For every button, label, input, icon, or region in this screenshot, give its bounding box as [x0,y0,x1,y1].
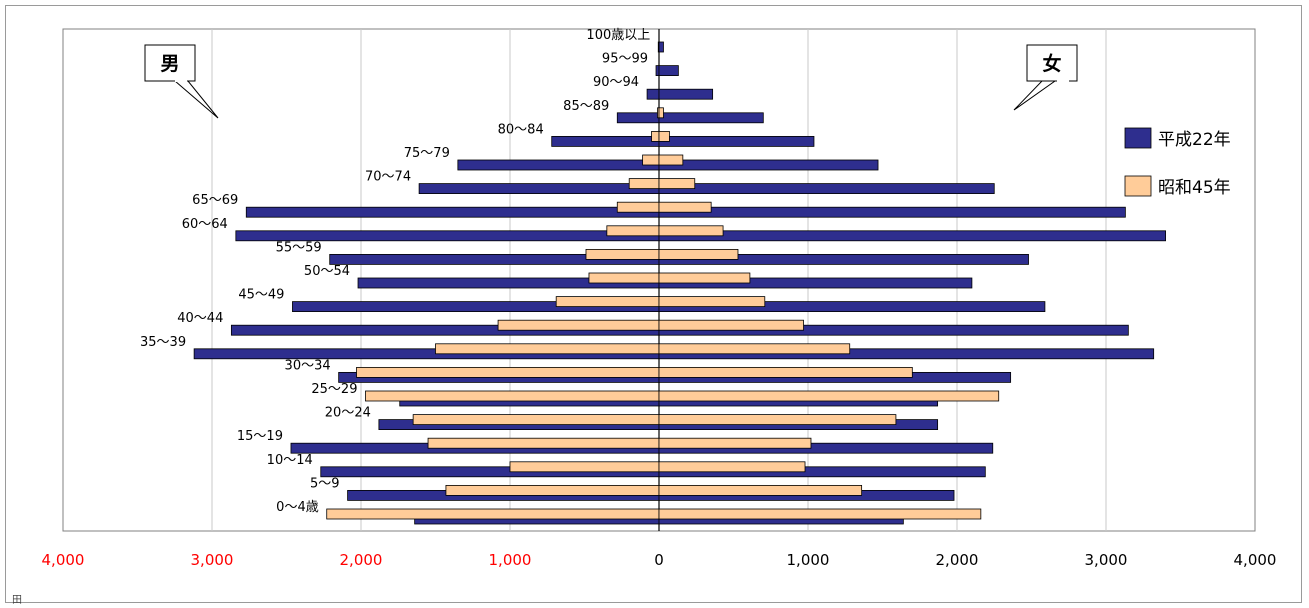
age-label-6: 30～34 [285,358,331,373]
age-label-17: 85～89 [563,99,609,114]
bar-h22-female-16 [658,135,815,147]
bar-h22-male-18 [646,88,660,100]
x-tick-right-4: 4,000 [1234,551,1277,569]
age-label-12: 60～64 [182,217,228,232]
legend-swatch-0 [1124,127,1152,149]
age-label-8: 40～44 [177,311,223,326]
bar-h22-female-15 [658,159,879,171]
bar-h22-male-17 [616,112,660,124]
bar-h22-female-17 [658,112,764,124]
bar-s45-female-8 [658,319,804,331]
bar-s45-male-7 [435,343,660,355]
bar-s45-female-2 [658,461,806,473]
age-label-20: 100歳以上 [586,28,650,43]
bar-h22-female-12 [658,230,1167,242]
age-label-14: 70～74 [365,170,411,185]
bar-h22-male-16 [551,135,660,147]
female-callout-label: 女 [1042,52,1061,75]
age-label-9: 45～49 [238,288,284,303]
corner-mark: 田 [12,595,22,606]
bar-s45-female-10 [658,272,751,284]
bar-s45-male-16 [651,130,660,142]
bar-h22-female-14 [658,183,995,195]
bar-s45-female-15 [658,154,684,166]
age-label-5: 25～29 [311,382,357,397]
bar-s45-female-9 [658,296,766,308]
bar-s45-male-0 [326,508,660,520]
x-tick-left-1: 3,000 [191,551,234,569]
bar-s45-female-11 [658,248,739,260]
bar-s45-male-2 [509,461,660,473]
bar-h22-male-15 [457,159,660,171]
bar-s45-female-14 [658,178,696,190]
bar-h22-male-13 [245,206,660,218]
bar-s45-male-4 [412,414,660,426]
bar-h22-male-19 [655,65,660,76]
x-tick-right-3: 3,000 [1085,551,1128,569]
bar-s45-male-14 [628,178,660,190]
bar-s45-male-10 [588,272,660,284]
bar-h22-male-12 [235,230,660,242]
male-callout-label: 男 [160,53,179,75]
bar-h22-male-14 [418,183,660,195]
age-label-2: 10～14 [267,453,313,468]
bar-s45-female-12 [658,225,724,237]
age-label-10: 50～54 [304,264,350,279]
bar-s45-male-11 [585,248,660,260]
bar-s45-female-7 [658,343,851,355]
bar-s45-female-0 [658,508,982,520]
x-tick-left-2: 2,000 [340,551,383,569]
bar-s45-male-6 [356,366,660,378]
bar-h22-female-19 [658,65,679,76]
bar-s45-male-3 [427,437,660,449]
x-tick-right-0: 0 [654,551,664,569]
age-label-13: 65～69 [192,193,238,208]
bar-h22-female-20 [658,41,664,53]
bar-s45-female-13 [658,201,712,213]
legend-swatch-1 [1124,175,1152,197]
bar-h22-female-18 [658,88,714,100]
age-label-0: 0～4歳 [276,500,319,515]
male-callout-box [144,44,196,82]
bar-s45-male-13 [616,201,660,213]
age-label-15: 75～79 [404,146,450,161]
chart-frame [5,5,1302,603]
age-label-11: 55～59 [276,240,322,255]
bar-s45-female-1 [658,484,863,496]
legend-label-0: 平成22年 [1158,130,1231,150]
bar-s45-male-15 [642,154,660,166]
age-label-1: 5～9 [310,476,340,491]
bar-s45-male-1 [445,484,660,496]
x-tick-right-2: 2,000 [936,551,979,569]
bar-s45-male-12 [606,225,660,237]
bar-s45-female-6 [658,366,913,378]
bar-s45-male-9 [555,296,660,308]
age-label-16: 80～84 [498,122,544,137]
x-tick-right-1: 1,000 [787,551,830,569]
legend-label-1: 昭和45年 [1158,178,1231,198]
age-label-7: 35～39 [140,335,186,350]
bar-s45-female-4 [658,414,897,426]
age-label-4: 20～24 [325,406,371,421]
female-callout-box [1026,44,1078,82]
age-label-19: 95～99 [602,52,648,67]
bar-s45-male-8 [497,319,660,331]
age-label-18: 90～94 [593,75,639,90]
bar-s45-female-5 [658,390,1000,402]
bar-h22-female-13 [658,206,1126,218]
bar-s45-female-17 [658,107,664,119]
bar-s45-male-5 [365,390,660,402]
bar-s45-female-16 [658,130,670,142]
bar-s45-female-3 [658,437,812,449]
x-tick-left-3: 1,000 [489,551,532,569]
x-tick-left-0: 4,000 [42,551,85,569]
age-label-3: 15～19 [237,429,283,444]
